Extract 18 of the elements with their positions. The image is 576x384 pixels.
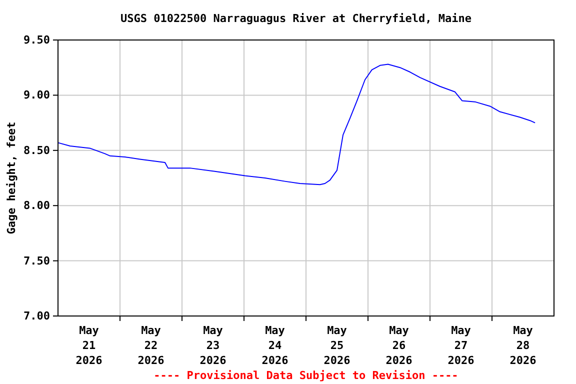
x-tick-label: May 22 2026 bbox=[138, 324, 165, 367]
x-tick-label: May 28 2026 bbox=[510, 324, 537, 367]
y-tick-label: 7.00 bbox=[24, 310, 50, 323]
chart-title: USGS 01022500 Narraguagus River at Cherryfield, Maine bbox=[120, 12, 472, 25]
y-axis-title: Gage height, feet bbox=[5, 122, 18, 234]
x-tick-label: May 21 2026 bbox=[76, 324, 103, 367]
y-tick-label: 7.50 bbox=[24, 254, 50, 268]
y-tick-label: 8.00 bbox=[24, 199, 50, 212]
x-tick-label: May 25 2026 bbox=[324, 324, 351, 367]
x-tick-label: May 23 2026 bbox=[200, 324, 227, 367]
line-series bbox=[58, 64, 536, 186]
text: ---- Provisional Data Subject to Revision ---- bbox=[154, 369, 458, 382]
x-tick-label: May 24 2026 bbox=[262, 324, 289, 367]
y-tick-label: 8.50 bbox=[24, 144, 50, 157]
x-tick-label: May 27 2026 bbox=[448, 324, 475, 367]
y-tick-label: 9.00 bbox=[24, 88, 50, 102]
y-tick-label: 9.50 bbox=[24, 34, 50, 47]
x-tick-label: May 26 2026 bbox=[386, 324, 413, 367]
